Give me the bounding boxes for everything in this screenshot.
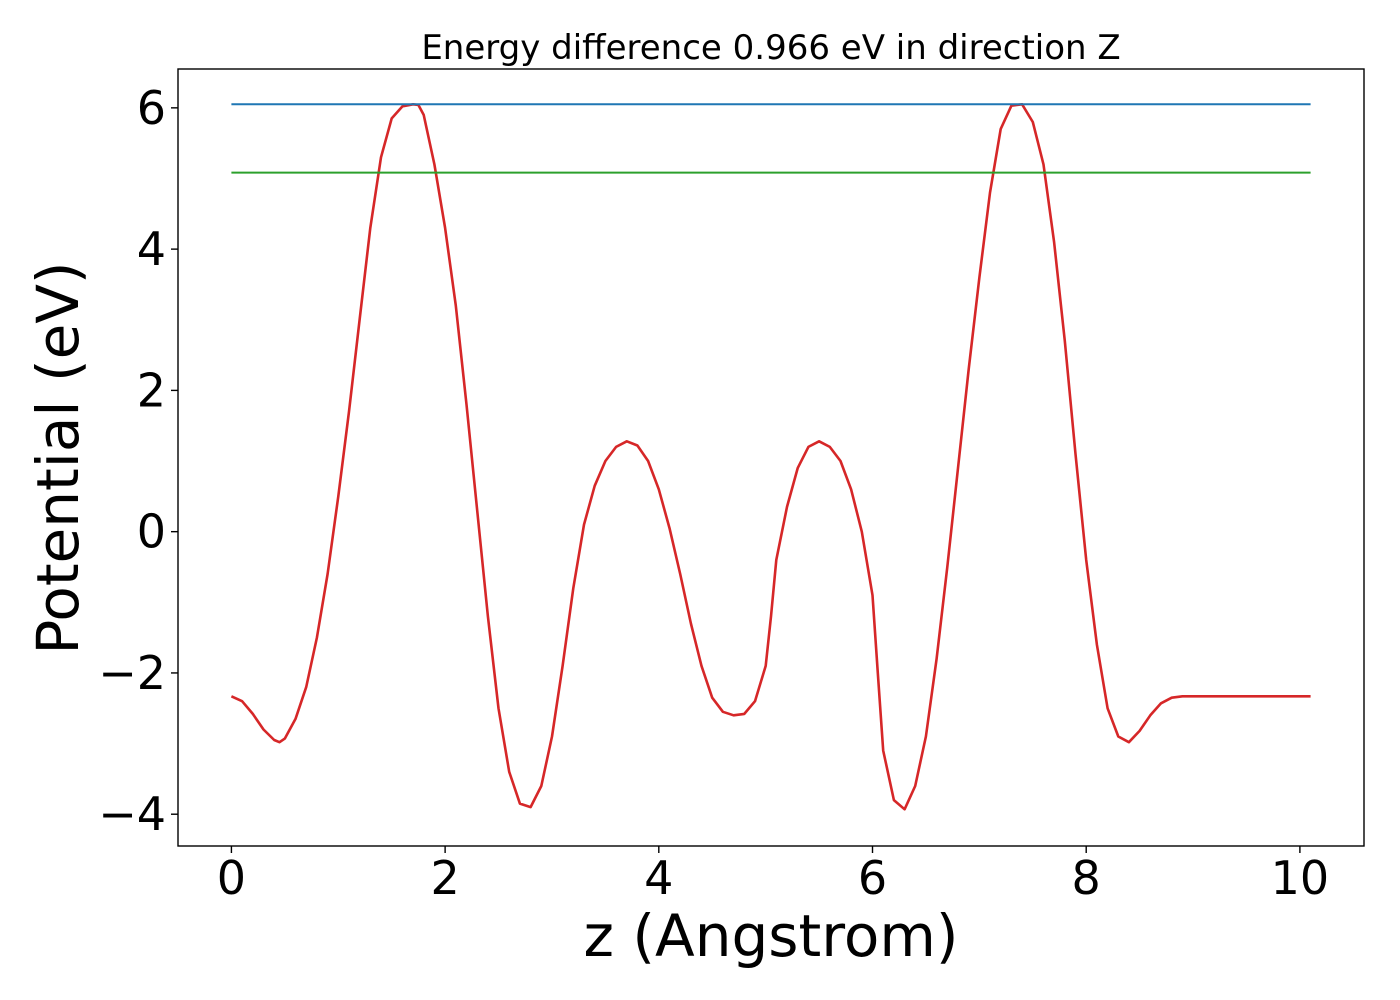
chart-title: Energy difference 0.966 eV in direction … (421, 28, 1120, 68)
y-tick-label: 2 (137, 363, 166, 417)
x-axis: 0 2 4 6 8 10 (217, 846, 1329, 905)
x-axis-label: z (Angstrom) (584, 902, 959, 970)
y-axis-label: Potential (eV) (24, 261, 92, 654)
x-tick-label: 8 (1072, 851, 1101, 905)
x-tick-label: 6 (858, 851, 887, 905)
y-tick-label: 4 (137, 222, 166, 276)
y-tick-label: 6 (137, 81, 166, 135)
series-layer (230, 103, 1311, 811)
x-tick-label: 4 (644, 851, 673, 905)
y-tick-label: −2 (98, 646, 166, 700)
y-tick-label: 0 (137, 505, 166, 559)
y-tick-label: −4 (98, 787, 166, 841)
y-axis: −4 −2 0 2 4 6 (98, 81, 178, 841)
x-tick-label: 2 (430, 851, 459, 905)
x-tick-label: 0 (217, 851, 246, 905)
potential-line (230, 103, 1311, 811)
plot-frame (177, 68, 1365, 847)
x-tick-label: 10 (1271, 851, 1330, 905)
